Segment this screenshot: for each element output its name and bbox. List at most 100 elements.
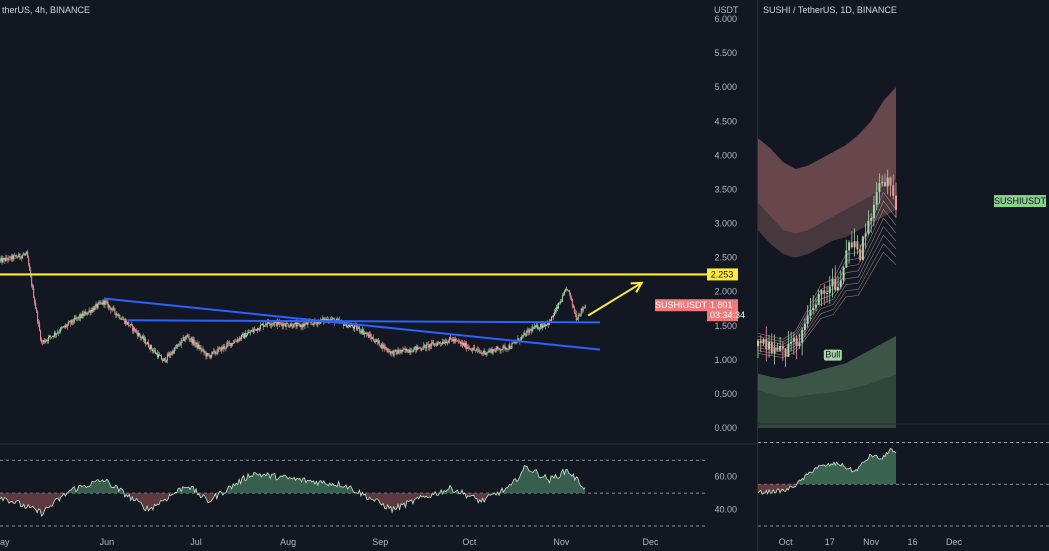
candle [78,316,80,319]
candle [326,319,328,321]
left-x-tick-label: Jul [190,537,202,547]
left-x-axis[interactable]: ay Jun Jul Aug Sep Oct Nov Dec [0,537,659,547]
candle [355,325,357,330]
candle [160,355,162,360]
left-oscillator-plot[interactable] [0,459,707,527]
candle [108,305,110,308]
candle [97,303,99,308]
descending-trendline[interactable] [103,297,601,351]
candle [434,343,436,346]
candle [226,344,228,348]
candle [239,337,241,341]
candle [368,334,370,338]
candle [143,336,145,341]
candle [91,309,93,312]
candle [779,345,782,351]
candle [540,323,542,328]
candle [230,342,232,347]
candle [883,182,886,187]
candle [574,312,576,314]
candle [49,335,51,337]
candle [240,337,242,339]
candle [499,349,501,351]
candle [330,318,332,321]
candle [534,325,536,329]
left-y-axis[interactable]: 6.000 5.500 5.000 4.500 4.000 3.500 3.000 2.500… [714,14,737,433]
candle [159,355,161,357]
candle [172,351,174,354]
candle [381,343,383,349]
candle [63,326,65,328]
candle [194,343,196,345]
candle [770,341,773,354]
candle [366,333,368,335]
candle [806,315,809,324]
candle [474,349,476,351]
candle [151,349,153,352]
candle [583,307,585,309]
candle [52,335,54,337]
candle [140,335,142,338]
candle [537,324,539,329]
candle [155,353,157,354]
candle [221,346,223,352]
candle [0,258,2,261]
candle [249,332,251,333]
candle [337,318,339,320]
candle [768,341,771,350]
right-oscillator-plot[interactable] [757,442,1049,527]
candle [149,347,151,349]
candle [546,324,548,326]
candle [177,343,179,345]
candle [325,319,327,321]
candle [192,339,194,344]
oscillator-fill-below [758,484,896,495]
candle [96,304,98,308]
candle [551,316,553,321]
candle [575,313,577,321]
candle [801,329,804,343]
breakout-arrow[interactable] [587,281,643,317]
candle [271,323,273,325]
horizontal-support-trendline[interactable] [127,319,601,324]
candle [515,342,517,344]
candle [134,327,136,332]
candle [148,342,150,348]
candle [431,342,433,346]
candle [508,345,510,350]
candle [214,350,216,354]
candle [204,352,206,354]
candle [99,302,101,304]
candle [331,318,333,320]
candle [454,339,455,342]
candle [125,320,127,324]
candle [54,332,56,335]
candle [373,340,375,343]
candle [197,344,199,348]
right-main-plot[interactable]: Bull SUSHIUSDT [757,87,1046,428]
candle [436,344,438,346]
candle [264,324,266,326]
candle [543,325,545,327]
right-x-axis[interactable]: Oct 17 Nov 16 Dec [779,537,963,547]
candle [475,349,477,351]
candle [65,325,67,327]
candle [453,339,455,342]
candle [559,301,561,304]
candle [263,325,265,327]
candle [473,347,475,350]
bull-signal-badge[interactable] [823,349,842,361]
candle [451,338,453,340]
candle [48,336,50,341]
candle [135,330,137,332]
candle [562,294,564,296]
candle [141,337,143,339]
candle [346,322,348,328]
bull-signal-label: Bull [825,350,840,360]
candle [166,354,168,361]
candle [144,338,146,341]
candle [572,305,574,308]
candle [171,351,173,354]
upper-band-outer [758,87,896,234]
candle [193,339,195,345]
